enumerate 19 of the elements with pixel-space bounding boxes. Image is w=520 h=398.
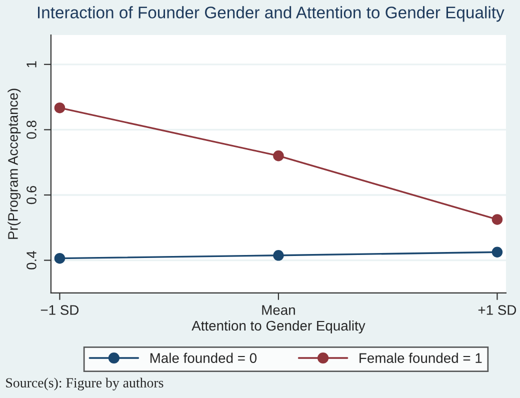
y-tick-label: 1 — [26, 61, 36, 68]
point — [492, 246, 503, 258]
point — [54, 252, 66, 264]
x-axis-title: Attention to Gender Equality — [192, 320, 366, 334]
chart-title: Interaction of Founder Gender and Attention to Gender Equality — [38, 6, 504, 22]
source-note: Source(s): Figure by authors — [6, 378, 164, 390]
legend-label: Male founded = 0 — [150, 352, 257, 363]
point — [492, 214, 503, 225]
y-tick-label: 0.6 — [26, 186, 36, 204]
y-tick-label: 0.8 — [26, 120, 36, 139]
point — [273, 150, 284, 162]
y-axis-title: Pr(Program Acceptance) — [8, 88, 21, 239]
legend-label: Female founded = 1 — [360, 352, 482, 363]
point — [273, 250, 284, 261]
y-tick-label: 0.4 — [26, 251, 36, 270]
x-tick-label: Mean — [262, 305, 295, 315]
point — [54, 102, 66, 114]
x-tick-label: −1 SD — [40, 305, 79, 315]
x-tick-label: +1 SD — [478, 305, 516, 315]
